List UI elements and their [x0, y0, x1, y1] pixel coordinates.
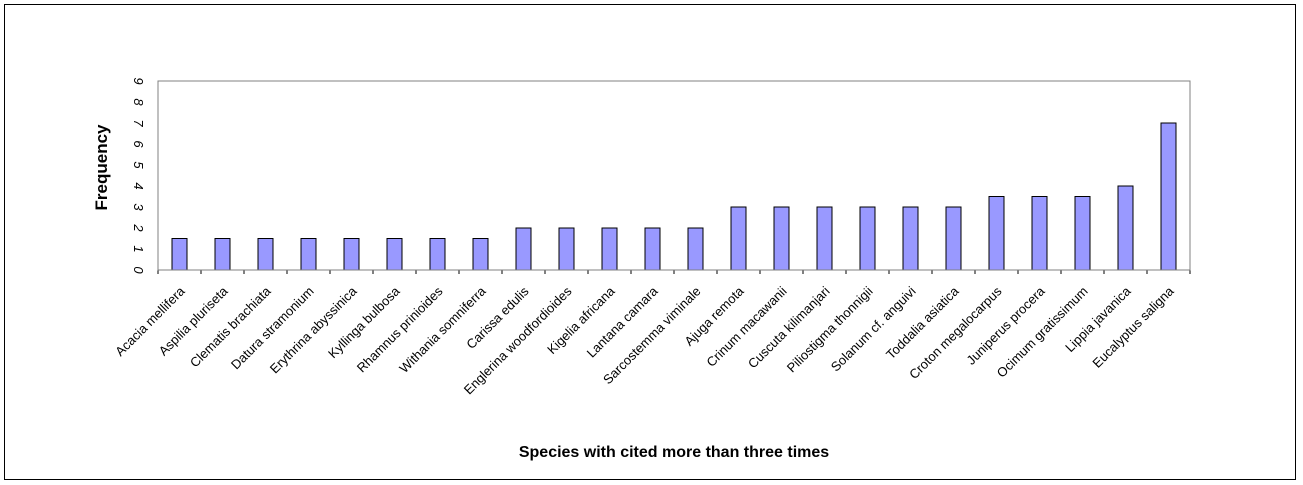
x-tick-label: Clematis brachiata — [187, 283, 274, 370]
bar — [429, 238, 446, 271]
x-tick-label: Eucalyptus saligna — [1089, 283, 1177, 371]
y-axis-ticks: 0 1 2 3 4 5 6 7 8 9 — [131, 77, 146, 274]
y-tick-label: 8 — [131, 98, 146, 106]
bar — [945, 206, 962, 271]
y-tick-label: 0 — [131, 266, 146, 274]
bar — [300, 238, 317, 271]
y-tick-label: 1 — [131, 245, 146, 252]
bar — [515, 227, 532, 271]
plot-area-border — [157, 80, 1191, 271]
bar — [644, 227, 661, 271]
x-tick-label: Crinum macawanii — [703, 283, 789, 369]
x-tick-label: Cuscuta kilimanjari — [745, 283, 833, 371]
bar — [1031, 196, 1048, 271]
y-tick-label: 3 — [131, 203, 146, 211]
y-tick-label: 9 — [131, 77, 146, 84]
bar — [1160, 122, 1177, 271]
bar — [1074, 196, 1091, 271]
bar — [859, 206, 876, 271]
bar — [472, 238, 489, 271]
y-axis-title: Frequency — [92, 124, 111, 211]
bar — [214, 238, 231, 271]
bar — [558, 227, 575, 271]
bar — [988, 196, 1005, 271]
bar — [730, 206, 747, 271]
y-tick-label: 4 — [131, 182, 146, 189]
bar — [386, 238, 403, 271]
bar — [257, 238, 274, 271]
bars — [171, 122, 1177, 271]
chart-frame: 0 1 2 3 4 5 6 7 8 9 Acacia mellifera Aspilia pluri… — [4, 4, 1296, 480]
bar — [343, 238, 360, 271]
bar — [1117, 185, 1134, 271]
bar — [902, 206, 919, 271]
bar — [171, 238, 188, 271]
bar — [773, 206, 790, 271]
x-axis-title: Species with cited more than three times — [519, 444, 829, 461]
y-tick-label: 7 — [131, 119, 146, 127]
y-tick-label: 6 — [131, 140, 146, 148]
y-tick-label: 2 — [131, 223, 146, 232]
bar — [601, 227, 618, 271]
bar — [816, 206, 833, 271]
y-tick-label: 5 — [131, 161, 146, 169]
x-tick-label: Toddalia asiatica — [883, 283, 962, 362]
bar — [687, 227, 704, 271]
x-tick-label: Juniperus procera — [963, 283, 1048, 368]
